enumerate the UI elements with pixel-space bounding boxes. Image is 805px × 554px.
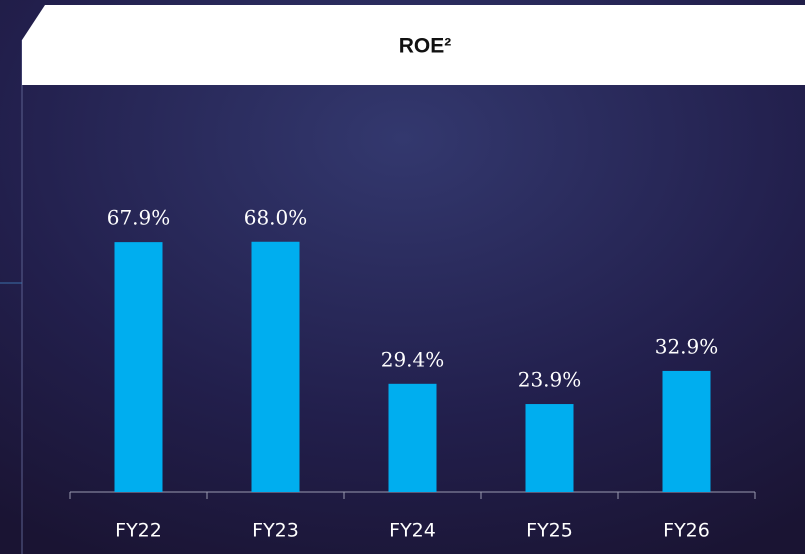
bar [388,383,437,492]
x-tick-label: FY25 [526,520,573,542]
data-label: 32.9% [655,334,719,358]
chart-title: ROE² [399,35,452,58]
data-label: 29.4% [381,347,445,371]
bar [251,241,300,492]
bar [662,370,711,492]
x-tick-label: FY22 [115,520,162,542]
header-box [22,5,805,85]
x-tick-label: FY23 [252,520,299,542]
bar [114,242,163,492]
data-label: 23.9% [518,368,582,392]
bar [525,404,574,492]
data-label: 67.9% [107,206,171,230]
x-tick-label: FY24 [389,520,436,542]
data-label: 68.0% [244,205,308,229]
x-tick-label: FY26 [663,520,710,542]
